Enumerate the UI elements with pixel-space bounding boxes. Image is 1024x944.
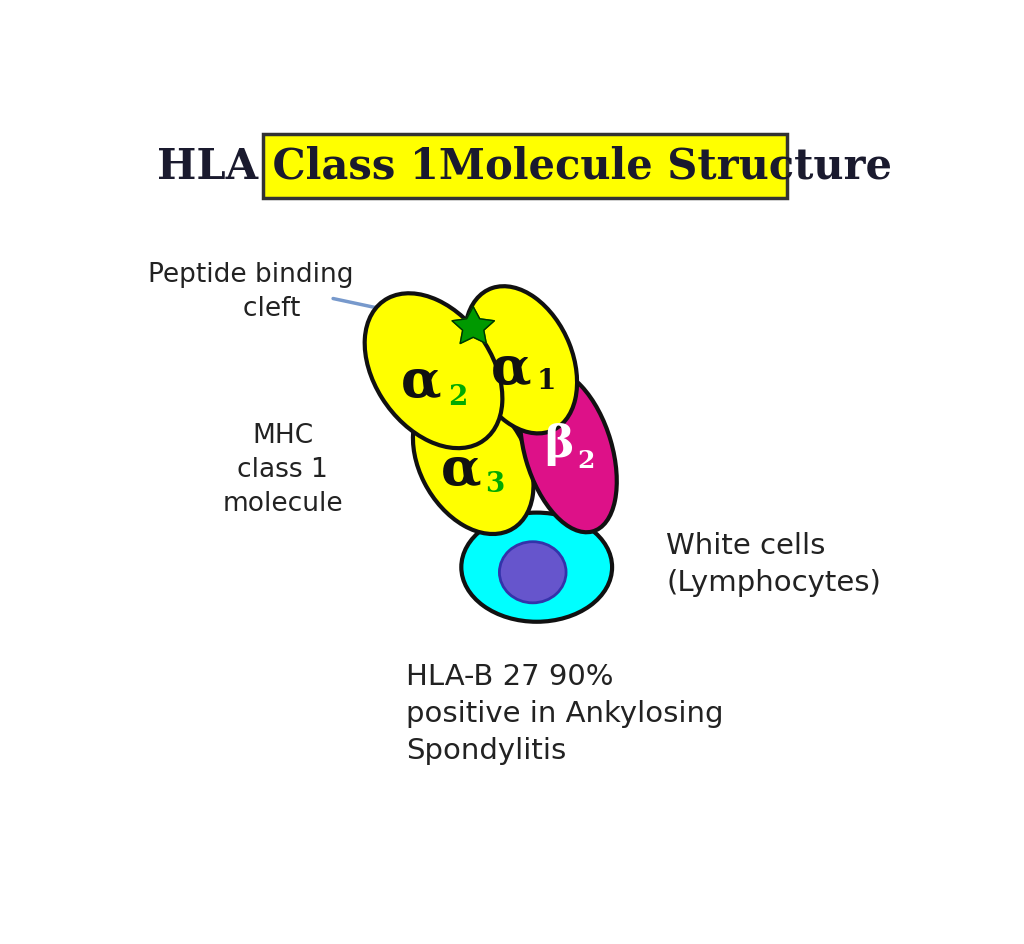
FancyBboxPatch shape: [263, 134, 786, 198]
Ellipse shape: [413, 390, 534, 534]
Text: MHC
class 1
molecule: MHC class 1 molecule: [222, 423, 343, 516]
Text: 3: 3: [485, 470, 504, 497]
Text: α: α: [490, 344, 531, 395]
Text: HLA Class 1Molecule Structure: HLA Class 1Molecule Structure: [158, 145, 892, 187]
Ellipse shape: [461, 514, 612, 622]
Text: α: α: [401, 357, 442, 408]
Ellipse shape: [365, 294, 503, 448]
Ellipse shape: [520, 370, 616, 532]
Text: 2: 2: [578, 448, 595, 473]
Text: 2: 2: [447, 383, 467, 411]
Ellipse shape: [465, 287, 578, 434]
Polygon shape: [452, 308, 495, 345]
Text: 1: 1: [537, 367, 556, 395]
Text: β: β: [544, 423, 573, 465]
Text: α: α: [441, 444, 481, 495]
Text: HLA-B 27 90%
positive in Ankylosing
Spondylitis: HLA-B 27 90% positive in Ankylosing Spon…: [406, 662, 723, 764]
Ellipse shape: [500, 542, 566, 603]
Text: White cells
(Lymphocytes): White cells (Lymphocytes): [666, 531, 881, 597]
Text: Peptide binding
     cleft: Peptide binding cleft: [148, 261, 353, 321]
